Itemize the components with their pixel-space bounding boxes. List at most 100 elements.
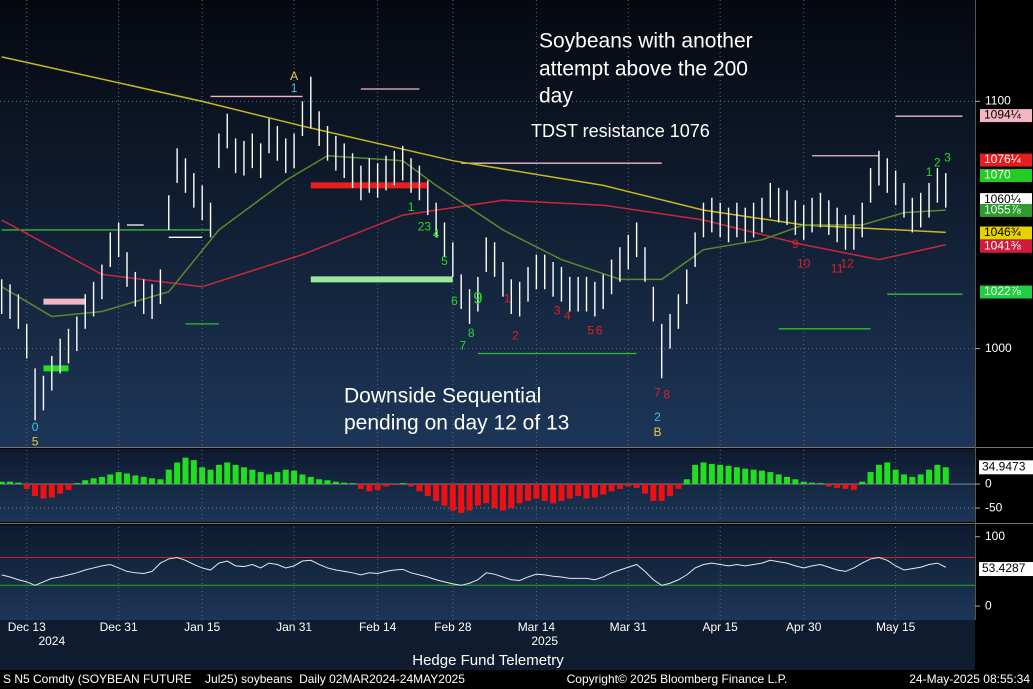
y-tick-label: 1100 — [985, 94, 1011, 108]
sequential-count: 2 — [934, 155, 941, 169]
histogram-bar — [533, 484, 540, 499]
histogram-bar — [575, 484, 582, 497]
histogram-bar — [566, 484, 573, 499]
histogram-bar — [658, 484, 665, 501]
sequential-count: 4 — [433, 227, 440, 241]
sequential-count: 5 — [587, 323, 594, 337]
histogram-bar — [266, 474, 273, 485]
histogram-bar — [558, 484, 565, 501]
histogram-bar — [65, 484, 72, 490]
sequential-count: 9 — [792, 237, 799, 251]
x-tick-label: Feb 14 — [359, 620, 397, 634]
price-label: 1076¼ — [984, 152, 1022, 166]
histogram-bar — [7, 481, 14, 485]
y-tick-label: -50 — [985, 500, 1003, 514]
histogram-bar — [784, 476, 791, 485]
histogram-bar — [466, 484, 473, 511]
price-label: 1022⅞ — [984, 284, 1022, 298]
histogram-bar — [917, 474, 924, 485]
last-value-box — [979, 460, 1033, 475]
histogram-bar — [408, 484, 415, 487]
histogram-bar — [600, 484, 607, 495]
sequential-count: 1 — [504, 291, 511, 305]
year-label: 2024 — [38, 634, 65, 648]
x-tick-label: Mar 31 — [610, 620, 648, 634]
histogram-bar — [0, 481, 5, 485]
histogram-bar — [291, 470, 298, 485]
histogram-bar — [859, 481, 866, 485]
sequential-count: 1 — [408, 200, 415, 214]
histogram-bar — [842, 484, 849, 489]
histogram-bar — [115, 472, 122, 485]
histogram-bar — [541, 484, 548, 501]
histogram-bar — [199, 467, 206, 485]
histogram-bar — [40, 484, 47, 499]
price-label-box — [980, 239, 1032, 253]
footer-center: Copyright© 2025 Bloomberg Finance L.P. — [567, 672, 788, 686]
sequential-count: 5 — [32, 435, 39, 449]
histogram-bar — [474, 484, 481, 506]
price-label-box — [980, 285, 1032, 299]
title-line: attempt above the 200 — [539, 58, 748, 81]
histogram-bar — [416, 484, 423, 492]
x-tick-label: Mar 14 — [518, 620, 556, 634]
sequential-count: B — [654, 425, 662, 439]
x-tick-label: Jan 31 — [276, 620, 312, 634]
histogram-bar — [441, 484, 448, 506]
histogram-bar — [775, 474, 782, 485]
sequential-count: 6 — [451, 294, 458, 308]
histogram-bar — [817, 483, 824, 485]
footer-right: 24-May-2025 08:55:34 — [909, 672, 1030, 686]
histogram-bar — [132, 475, 139, 485]
histogram-bar — [583, 484, 590, 499]
histogram-bar — [742, 468, 749, 485]
sequential-count: 0 — [32, 420, 39, 434]
histogram-bar — [324, 480, 331, 485]
histogram-bar — [249, 469, 256, 485]
histogram-bar — [399, 483, 406, 485]
histogram-bar — [867, 472, 874, 485]
histogram-bar — [825, 484, 832, 487]
histogram-bar — [374, 484, 381, 490]
histogram-bar — [165, 469, 172, 485]
price-label-box — [980, 193, 1032, 207]
sequential-count: 12 — [840, 257, 854, 271]
histogram-bar — [683, 479, 690, 485]
sequential-count: 4 — [564, 309, 571, 323]
histogram-bar — [926, 469, 933, 485]
histogram-bar — [942, 467, 949, 485]
x-tick-label: Apr 30 — [786, 620, 822, 634]
histogram-bar — [834, 484, 841, 488]
histogram-bar — [98, 476, 105, 485]
histogram-bar — [307, 476, 314, 485]
sequential-count: 1 — [926, 165, 933, 179]
footer-left: S N5 Comdty (SOYBEAN FUTURE Jul25) soybe… — [3, 672, 465, 686]
sequential-count: 2 — [512, 328, 519, 342]
histogram-bar — [733, 467, 740, 485]
x-tick-label: Dec 13 — [8, 620, 46, 634]
sequential-count: 11 — [831, 262, 844, 276]
histogram-bar — [123, 473, 130, 485]
histogram-bar — [809, 482, 816, 485]
histogram-bar — [157, 479, 164, 485]
price-label: 1046¾ — [984, 225, 1022, 239]
histogram-bar — [257, 472, 264, 485]
histogram-bar — [508, 484, 515, 509]
sequential-count: 8 — [468, 326, 475, 340]
histogram-bar — [850, 484, 857, 490]
sequential-count: 7 — [460, 338, 467, 352]
histogram-bar — [625, 484, 632, 487]
sequential-count: 3 — [944, 150, 951, 164]
year-label: 2025 — [531, 634, 558, 648]
x-tick-label: May 15 — [876, 620, 916, 634]
histogram-bar — [909, 476, 916, 485]
histogram-bar — [274, 472, 281, 485]
histogram-bar — [650, 484, 657, 501]
price-label-box — [980, 109, 1032, 123]
histogram-bar — [424, 484, 431, 497]
histogram-bar — [23, 484, 30, 489]
sequential-count: 5 — [441, 254, 448, 268]
title-line: day — [539, 85, 573, 108]
histogram-bar — [700, 462, 707, 485]
